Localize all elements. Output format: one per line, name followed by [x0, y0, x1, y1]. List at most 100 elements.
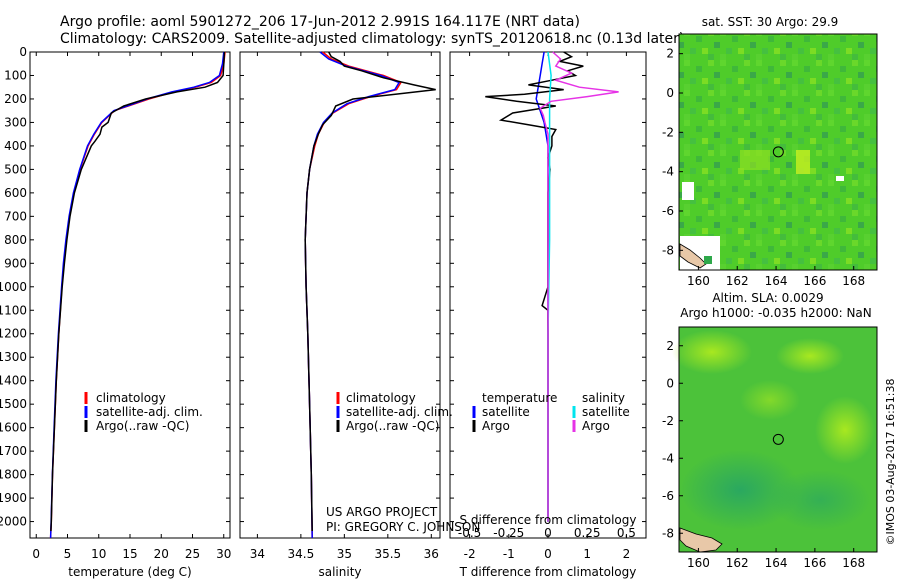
x-tick-label: 34: [250, 547, 265, 561]
legend-climatology: climatology: [346, 391, 416, 405]
legend-salinity-header: salinity: [582, 391, 625, 405]
series-line-satellite-adj-clim-: [304, 51, 401, 539]
sst-warm-patch: [740, 150, 770, 170]
legend-climatology: climatology: [96, 391, 166, 405]
legend-argo: Argo(..raw -QC): [96, 419, 189, 433]
depth-tick-label: 600: [4, 186, 27, 200]
depth-tick-label: 300: [4, 115, 27, 129]
sst-map-frame: [678, 33, 878, 271]
depth-tick-label: 0: [19, 45, 27, 59]
lat-tick-label: 0: [666, 86, 674, 100]
lat-tick-label: -8: [662, 243, 674, 257]
lat-tick-label: -8: [662, 526, 674, 540]
lon-tick-label: 168: [842, 274, 865, 288]
x-tick-label: 36: [424, 547, 439, 561]
salinity-xlabel: salinity: [318, 565, 361, 579]
temperature-panel: 0100200300400500600700800900100011001200…: [0, 45, 231, 579]
sst-coastal-cell: [704, 256, 712, 264]
depth-tick-label: 1600: [0, 421, 27, 435]
sst-map-axes: 160 162 164 166 168 -8 -6 -4 -2 0 2: [662, 47, 865, 288]
depth-tick-label: 1100: [0, 303, 27, 317]
x-tick-label: 35: [337, 547, 352, 561]
depth-tick-label: 800: [4, 233, 27, 247]
lon-tick-label: 166: [803, 556, 826, 570]
project-line-2: PI: GREGORY C. JOHNSON: [326, 520, 480, 534]
temperature-legend: climatology satellite-adj. clim. Argo(..…: [84, 391, 203, 433]
sst-warm-patch: [796, 150, 810, 174]
x-tick-label: 10: [91, 547, 106, 561]
x-tick-label: 5: [64, 547, 72, 561]
series-line-climatology: [49, 51, 226, 539]
lat-tick-label: -6: [662, 204, 674, 218]
lat-tick-label: -2: [662, 125, 674, 139]
argo-location-marker: [772, 433, 784, 445]
series-line-satellite-adj-clim-: [49, 51, 225, 539]
x-tick-label: 15: [122, 547, 137, 561]
depth-tick-label: 200: [4, 92, 27, 106]
x-tick-label: 0: [32, 547, 40, 561]
series-line-temperature-satellite: [535, 51, 549, 522]
sst-missing-cell: [682, 182, 694, 200]
temperature-x-axis: 0 5 10 15 20 25 30: [32, 52, 231, 561]
x-tick-label: 35.5: [374, 547, 401, 561]
x-tick-label: -2: [464, 547, 476, 561]
depth-tick-label: 1900: [0, 491, 27, 505]
sst-land: [679, 243, 707, 269]
depth-tick-label: 1700: [0, 444, 27, 458]
sla-map-title-1: Altim. SLA: 0.0029: [712, 291, 823, 305]
t-difference-xlabel: T difference from climatology: [459, 565, 637, 579]
difference-lines: [485, 51, 619, 522]
title-line-2: Climatology: CARS2009. Satellite-adjuste…: [60, 31, 684, 47]
sla-high-region: [815, 396, 875, 464]
difference-x-axis: -2 -1 0 1 2 -0.5 -0.25 0 0.25 0.5: [458, 52, 636, 561]
lon-tick-label: 168: [842, 556, 865, 570]
depth-tick-label: 500: [4, 162, 27, 176]
sla-high-region: [740, 380, 800, 420]
temperature-plot-frame: [29, 51, 231, 539]
salinity-depth-ticks: [240, 51, 440, 523]
lat-tick-label: -4: [662, 451, 674, 465]
lat-tick-label: 0: [666, 376, 674, 390]
lon-tick-label: 162: [726, 556, 749, 570]
depth-tick-label: 1300: [0, 350, 27, 364]
lon-tick-label: 166: [803, 274, 826, 288]
depth-tick-label: 1400: [0, 374, 27, 388]
series-line-climatology: [304, 51, 403, 539]
x-tick-label: -1: [503, 547, 515, 561]
series-line-temperature-argo: [485, 51, 584, 522]
sst-heatmap: [679, 34, 877, 270]
sla-map-panel: Altim. SLA: 0.0029 Argo h1000: -0.035 h2…: [662, 291, 878, 570]
lon-tick-label: 160: [687, 556, 710, 570]
x-tick-label: 20: [154, 547, 169, 561]
temperature-lines: [49, 51, 226, 539]
lat-tick-label: -6: [662, 489, 674, 503]
legend-sal-satellite: satellite: [582, 405, 630, 419]
sla-low-region: [680, 450, 800, 530]
legend-satellite: satellite-adj. clim.: [96, 405, 203, 419]
depth-tick-label: 900: [4, 256, 27, 270]
difference-depth-ticks: [450, 51, 646, 523]
temperature-xlabel: temperature (deg C): [68, 565, 191, 579]
series-line-argo-raw-qc-: [50, 51, 226, 532]
legend-temperature-header: temperature: [482, 391, 557, 405]
sla-low-region: [770, 470, 870, 530]
x-tick-label: 34.5: [288, 547, 315, 561]
depth-tick-label: 1000: [0, 280, 27, 294]
series-line-salinity-argo: [539, 51, 619, 522]
sla-land: [679, 527, 723, 553]
difference-legend: temperature salinity satellite Argo sate…: [472, 391, 630, 433]
s-diff-tick-label: 0.5: [617, 526, 636, 540]
legend-satellite: satellite-adj. clim.: [346, 405, 453, 419]
lat-tick-label: -4: [662, 165, 674, 179]
x-tick-label: 0: [544, 547, 552, 561]
depth-tick-label: 400: [4, 139, 27, 153]
sst-map-title: sat. SST: 30 Argo: 29.9: [702, 15, 839, 29]
sla-high-region: [776, 338, 844, 374]
x-tick-label: 1: [583, 547, 591, 561]
argo-location-marker: [772, 146, 784, 158]
x-tick-label: 2: [623, 547, 631, 561]
depth-tick-label: 1500: [0, 397, 27, 411]
s-diff-tick-label: -0.5: [458, 526, 481, 540]
salinity-lines: [304, 51, 436, 539]
